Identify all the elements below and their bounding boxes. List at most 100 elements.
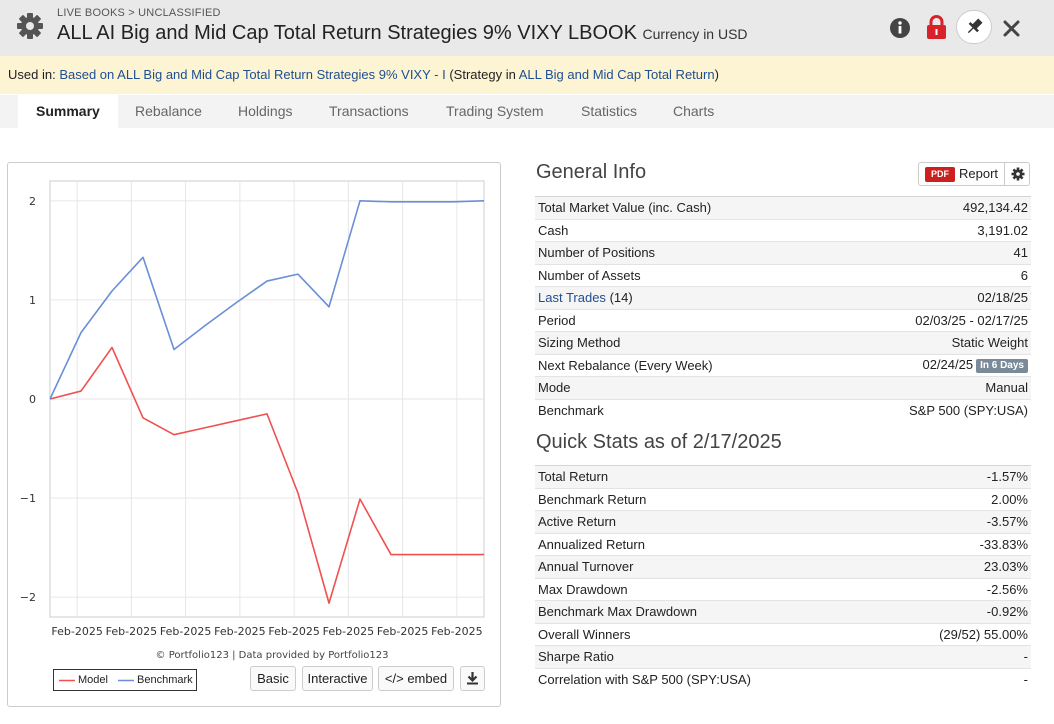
x-tick-label: Feb-2025: [51, 625, 102, 638]
row-value: -2.56%: [881, 577, 1031, 601]
performance-chart[interactable]: Feb-2025 Feb-2025 Feb-2025 Feb-2025 Feb-2025…: [8, 163, 500, 706]
table-row: Benchmark Return 2.00%: [535, 487, 1031, 511]
table-row: Mode Manual: [535, 376, 1031, 399]
row-value: -3.57%: [881, 510, 1031, 533]
used-in-link[interactable]: Based on ALL Big and Mid Cap Total Retur…: [59, 67, 446, 82]
close-icon[interactable]: [1003, 20, 1020, 37]
table-row: Number of Positions 41: [535, 241, 1031, 264]
x-tick-label: Feb-2025: [377, 625, 428, 638]
tab-transactions[interactable]: Transactions: [329, 103, 409, 119]
x-tick-label: Feb-2025: [268, 625, 319, 638]
last-trades-date-link[interactable]: 02/18/25: [828, 286, 1031, 309]
row-value: -0.92%: [881, 600, 1031, 623]
quick-stats-table: Total Return -1.57% Benchmark Return 2.00%…: [535, 465, 1031, 690]
legend-model-swatch: [59, 679, 75, 682]
chart-credit: © Portfolio123 | Data provided by Portfo…: [156, 650, 389, 661]
gear-icon[interactable]: [14, 10, 46, 42]
number-of-positions-link[interactable]: Number of Positions: [535, 241, 829, 264]
table-row: Sharpe Ratio -: [535, 645, 1031, 668]
table-row: Last Trades (14) 02/18/25: [535, 286, 1031, 309]
x-tick-label: Feb-2025: [323, 625, 374, 638]
table-row: Overall Winners (29/52) 55.00%: [535, 622, 1031, 646]
table-row: Cash 3,191.02: [535, 218, 1031, 242]
table-row: Max Drawdown -2.56%: [535, 577, 1031, 601]
used-in-mid: (Strategy in: [449, 67, 516, 82]
table-row: Correlation with S&P 500 (SPY:USA) -: [535, 667, 1031, 690]
row-label: Active Return: [535, 510, 881, 533]
last-trades-link[interactable]: Last Trades: [538, 290, 606, 306]
pin-button[interactable]: [956, 10, 992, 44]
tab-trading-system[interactable]: Trading System: [446, 103, 544, 119]
used-in-suffix: ): [714, 67, 719, 82]
lock-icon[interactable]: [926, 15, 947, 40]
report-settings-button[interactable]: [1004, 163, 1031, 185]
table-row: Sizing Method Static Weight: [535, 331, 1031, 354]
next-rebalance-date: 02/24/25: [922, 357, 974, 373]
x-tick-label: Feb-2025: [214, 625, 265, 638]
row-label: Annualized Return: [535, 532, 881, 556]
general-info-table: Total Market Value (inc. Cash) 492,134.42…: [535, 196, 1031, 421]
row-label: Number of Assets: [535, 263, 829, 287]
interactive-button[interactable]: Interactive: [302, 666, 373, 691]
y-tick-label: −1: [20, 492, 36, 505]
basic-button[interactable]: Basic: [250, 666, 296, 691]
series-line-model: [49, 346, 484, 604]
table-row: Number of Assets 6: [535, 263, 1031, 287]
x-tick-label: Feb-2025: [431, 625, 482, 638]
row-label: Benchmark Max Drawdown: [535, 600, 881, 623]
row-value: 23.03%: [881, 555, 1031, 578]
row-label: Overall Winners: [535, 622, 881, 646]
row-label: Period: [535, 308, 829, 332]
row-value: 02/03/25 - 02/17/25: [828, 308, 1031, 332]
table-row: Period 02/03/25 - 02/17/25: [535, 308, 1031, 332]
pin-icon: [967, 18, 983, 34]
series-line-benchmark: [49, 200, 485, 400]
embed-button[interactable]: </> embed: [378, 666, 454, 691]
pdf-icon: PDF: [925, 167, 955, 182]
download-icon: [467, 672, 478, 685]
currency-label: Currency in USD: [642, 26, 748, 42]
info-icon[interactable]: [889, 17, 911, 39]
row-value: 492,134.42: [828, 196, 1031, 219]
breadcrumb[interactable]: LIVE BOOKS > UNCLASSIFIED: [57, 7, 221, 19]
report-button[interactable]: PDF Report: [918, 162, 1030, 186]
tab-statistics[interactable]: Statistics: [581, 103, 638, 119]
row-label: Benchmark: [535, 398, 829, 421]
status-badge: In 6 Days: [976, 359, 1028, 374]
tab-bar: Summary Rebalance Holdings Transactions …: [0, 95, 1054, 128]
tab-holdings[interactable]: Holdings: [238, 103, 293, 119]
row-value: 02/24/25 In 6 Days: [828, 353, 1031, 377]
y-tick-label: 1: [29, 294, 36, 307]
row-value: -1.57%: [881, 465, 1031, 488]
page-title: ALL AI Big and Mid Cap Total Return Stra…: [57, 22, 748, 45]
legend-benchmark-label[interactable]: Benchmark: [137, 674, 193, 686]
table-row: Active Return -3.57%: [535, 510, 1031, 533]
x-tick-label: Feb-2025: [160, 625, 211, 638]
report-label: Report: [959, 166, 999, 181]
table-row: Benchmark Max Drawdown -0.92%: [535, 600, 1031, 623]
row-value: Static Weight: [828, 331, 1031, 354]
strategy-link[interactable]: ALL Big and Mid Cap Total Return: [518, 67, 715, 82]
page-title-text: ALL AI Big and Mid Cap Total Return Stra…: [57, 22, 637, 44]
tab-summary[interactable]: Summary: [18, 95, 118, 128]
legend-model-label[interactable]: Model: [78, 674, 108, 686]
table-row: Total Return -1.57%: [535, 465, 1031, 488]
used-in-prefix: Used in:: [8, 67, 56, 82]
row-label: Mode: [535, 376, 829, 399]
table-row: Total Market Value (inc. Cash) 492,134.42: [535, 196, 1031, 219]
row-value: -: [881, 645, 1031, 668]
legend-benchmark-swatch: [118, 679, 134, 682]
y-tick-label: −2: [20, 591, 36, 604]
tab-charts[interactable]: Charts: [673, 103, 715, 119]
row-label: Max Drawdown: [535, 577, 881, 601]
download-button[interactable]: [460, 666, 485, 691]
positions-count-link[interactable]: 41: [828, 241, 1031, 264]
header-bar: LIVE BOOKS > UNCLASSIFIED ALL AI Big and…: [0, 0, 1054, 56]
x-tick-label: Feb-2025: [106, 625, 157, 638]
row-label: Next Rebalance (Every Week): [535, 353, 829, 377]
table-row: Annualized Return -33.83%: [535, 532, 1031, 556]
tab-rebalance[interactable]: Rebalance: [135, 103, 202, 119]
last-trades-count: (14): [609, 290, 633, 306]
y-tick-label: 0: [29, 393, 36, 406]
row-value: 2.00%: [881, 487, 1031, 511]
